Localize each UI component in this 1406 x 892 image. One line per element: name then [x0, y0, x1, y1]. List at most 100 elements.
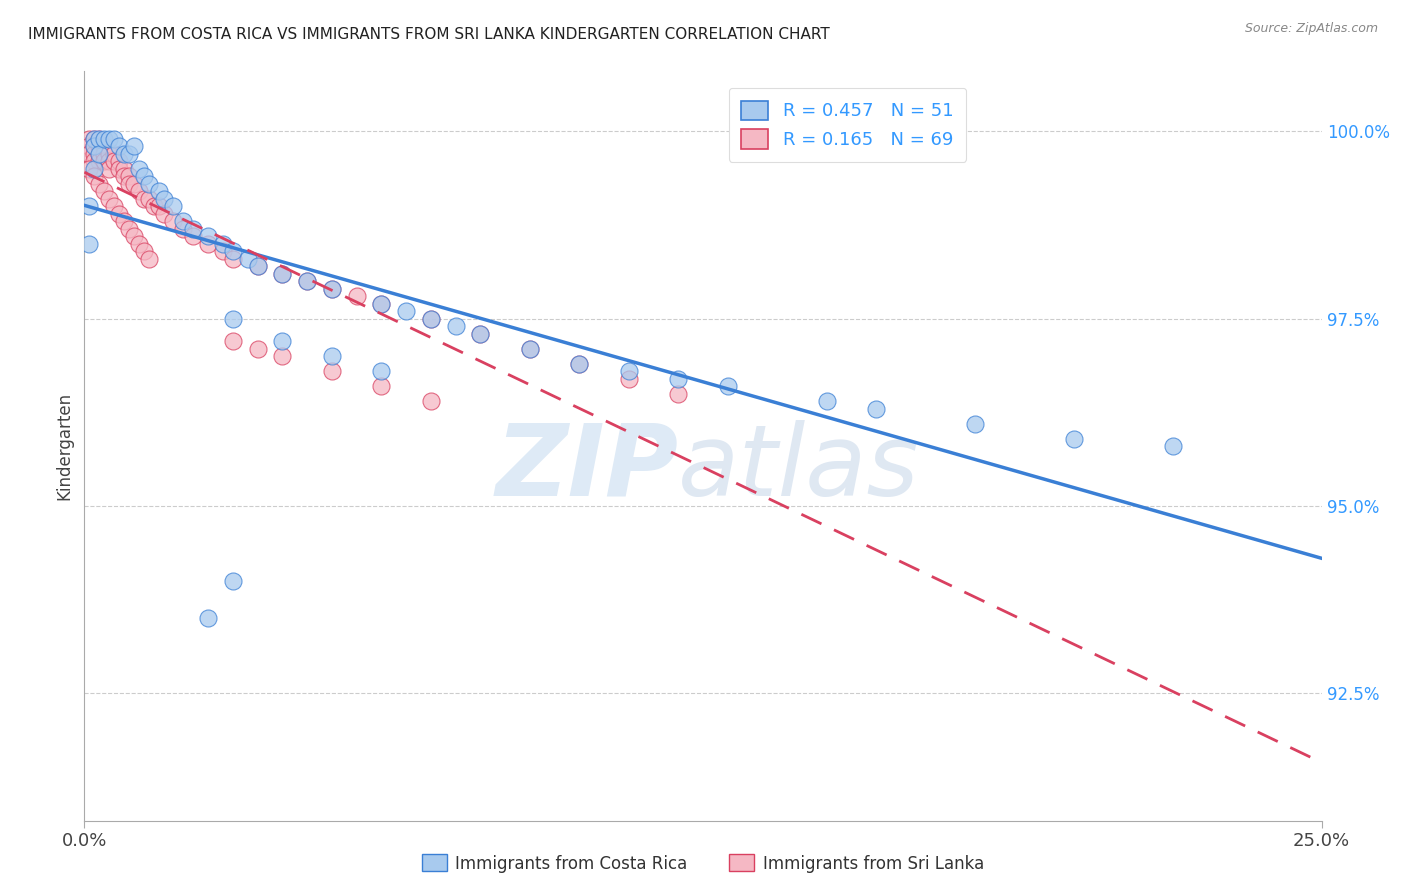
Point — [212, 236, 235, 251]
Point — [321, 364, 343, 378]
Point — [152, 192, 174, 206]
Point — [197, 611, 219, 625]
Point — [83, 161, 105, 176]
Point — [295, 274, 318, 288]
Point — [83, 139, 105, 153]
Point — [93, 132, 115, 146]
Point — [470, 326, 492, 341]
Point — [617, 371, 640, 385]
Point — [172, 214, 194, 228]
Point — [717, 379, 740, 393]
Point — [865, 401, 887, 416]
Point — [89, 132, 111, 146]
Point — [83, 169, 105, 184]
Point — [370, 296, 392, 310]
Point — [79, 199, 101, 213]
Point — [93, 146, 115, 161]
Point — [112, 214, 135, 228]
Point — [83, 139, 105, 153]
Point — [112, 161, 135, 176]
Point — [118, 146, 141, 161]
Point — [98, 161, 121, 176]
Point — [83, 154, 105, 169]
Point — [321, 282, 343, 296]
Point — [98, 154, 121, 169]
Point — [108, 161, 131, 176]
Point — [236, 252, 259, 266]
Point — [128, 161, 150, 176]
Point — [321, 282, 343, 296]
Point — [197, 236, 219, 251]
Point — [470, 326, 492, 341]
Point — [271, 267, 294, 281]
Text: Source: ZipAtlas.com: Source: ZipAtlas.com — [1244, 22, 1378, 36]
Point — [112, 169, 135, 184]
Point — [295, 274, 318, 288]
Point — [79, 132, 101, 146]
Point — [108, 207, 131, 221]
Point — [83, 132, 105, 146]
Y-axis label: Kindergarten: Kindergarten — [55, 392, 73, 500]
Point — [222, 574, 245, 588]
Point — [1161, 439, 1184, 453]
Point — [666, 386, 689, 401]
Point — [89, 154, 111, 169]
Point — [965, 417, 987, 431]
Point — [122, 229, 145, 244]
Point — [148, 184, 170, 198]
Point — [617, 364, 640, 378]
Point — [222, 334, 245, 348]
Point — [370, 379, 392, 393]
Text: IMMIGRANTS FROM COSTA RICA VS IMMIGRANTS FROM SRI LANKA KINDERGARTEN CORRELATION: IMMIGRANTS FROM COSTA RICA VS IMMIGRANTS… — [28, 27, 830, 42]
Point — [122, 177, 145, 191]
Point — [519, 342, 541, 356]
Point — [79, 146, 101, 161]
Point — [246, 259, 269, 273]
Point — [122, 139, 145, 153]
Point — [666, 371, 689, 385]
Point — [93, 184, 115, 198]
Point — [271, 267, 294, 281]
Text: ZIP: ZIP — [495, 420, 678, 517]
Point — [93, 139, 115, 153]
Point — [1063, 432, 1085, 446]
Point — [148, 199, 170, 213]
Point — [83, 132, 105, 146]
Point — [346, 289, 368, 303]
Point — [181, 221, 204, 235]
Point — [444, 319, 467, 334]
Point — [118, 221, 141, 235]
Point — [89, 177, 111, 191]
Point — [98, 192, 121, 206]
Point — [222, 252, 245, 266]
Point — [89, 139, 111, 153]
Point — [108, 139, 131, 153]
Point — [83, 146, 105, 161]
Legend: R = 0.457   N = 51, R = 0.165   N = 69: R = 0.457 N = 51, R = 0.165 N = 69 — [728, 88, 966, 162]
Point — [321, 349, 343, 363]
Point — [395, 304, 418, 318]
Point — [132, 192, 155, 206]
Point — [271, 334, 294, 348]
Point — [419, 311, 441, 326]
Point — [419, 394, 441, 409]
Point — [181, 229, 204, 244]
Point — [152, 207, 174, 221]
Point — [103, 199, 125, 213]
Legend: Immigrants from Costa Rica, Immigrants from Sri Lanka: Immigrants from Costa Rica, Immigrants f… — [415, 847, 991, 880]
Point — [138, 192, 160, 206]
Point — [112, 146, 135, 161]
Point — [197, 229, 219, 244]
Point — [118, 169, 141, 184]
Point — [568, 357, 591, 371]
Point — [138, 177, 160, 191]
Point — [132, 244, 155, 259]
Point — [79, 139, 101, 153]
Point — [162, 199, 184, 213]
Point — [93, 154, 115, 169]
Point — [222, 311, 245, 326]
Point — [132, 169, 155, 184]
Point — [222, 244, 245, 259]
Point — [98, 132, 121, 146]
Point — [138, 252, 160, 266]
